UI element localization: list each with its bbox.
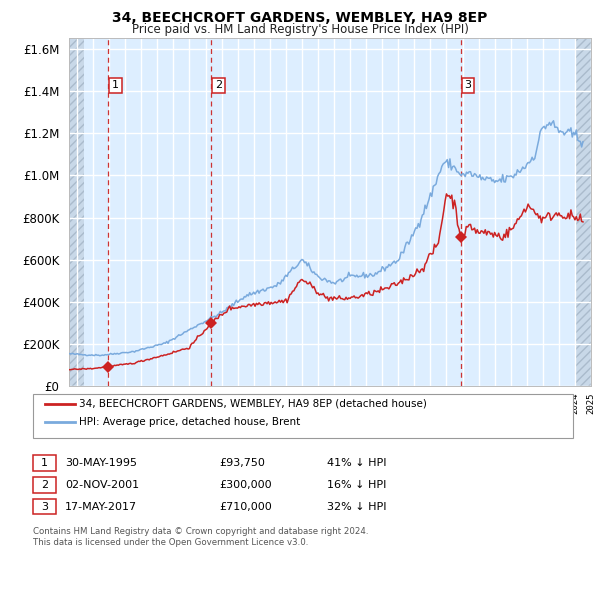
- Text: 3: 3: [41, 502, 48, 512]
- Text: This data is licensed under the Open Government Licence v3.0.: This data is licensed under the Open Gov…: [33, 538, 308, 548]
- Text: 30-MAY-1995: 30-MAY-1995: [65, 458, 137, 468]
- Text: 2: 2: [41, 480, 48, 490]
- Text: Contains HM Land Registry data © Crown copyright and database right 2024.: Contains HM Land Registry data © Crown c…: [33, 526, 368, 536]
- Text: £710,000: £710,000: [219, 502, 272, 512]
- Text: 17-MAY-2017: 17-MAY-2017: [65, 502, 137, 512]
- Text: 16% ↓ HPI: 16% ↓ HPI: [327, 480, 386, 490]
- Text: 34, BEECHCROFT GARDENS, WEMBLEY, HA9 8EP: 34, BEECHCROFT GARDENS, WEMBLEY, HA9 8EP: [112, 11, 488, 25]
- Text: 3: 3: [464, 80, 472, 90]
- Text: Price paid vs. HM Land Registry's House Price Index (HPI): Price paid vs. HM Land Registry's House …: [131, 23, 469, 36]
- Text: 34, BEECHCROFT GARDENS, WEMBLEY, HA9 8EP (detached house): 34, BEECHCROFT GARDENS, WEMBLEY, HA9 8EP…: [79, 399, 427, 409]
- Text: 1: 1: [112, 80, 119, 90]
- Text: HPI: Average price, detached house, Brent: HPI: Average price, detached house, Bren…: [79, 417, 301, 427]
- Bar: [576, 38, 600, 386]
- Text: 1: 1: [41, 458, 48, 468]
- Text: 32% ↓ HPI: 32% ↓ HPI: [327, 502, 386, 512]
- Text: 41% ↓ HPI: 41% ↓ HPI: [327, 458, 386, 468]
- Text: 2: 2: [215, 80, 222, 90]
- Text: £93,750: £93,750: [219, 458, 265, 468]
- Text: 02-NOV-2001: 02-NOV-2001: [65, 480, 139, 490]
- Bar: [69, 38, 84, 386]
- Text: £300,000: £300,000: [219, 480, 272, 490]
